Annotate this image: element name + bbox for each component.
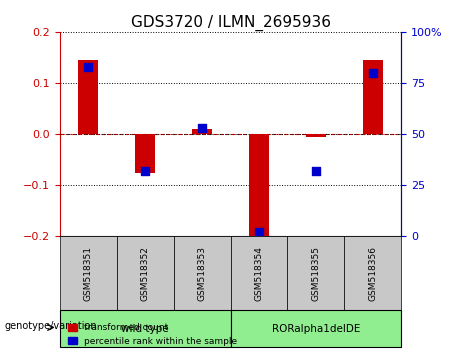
FancyBboxPatch shape [230,310,401,347]
Text: GSM518352: GSM518352 [141,246,150,301]
Point [142,168,149,174]
Bar [135,134,155,172]
FancyBboxPatch shape [344,236,401,310]
Point [198,125,206,131]
Point [255,229,263,235]
Text: GSM518353: GSM518353 [198,246,207,301]
Bar [363,60,383,134]
Legend: transformed count, percentile rank within the sample: transformed count, percentile rank withi… [65,320,241,349]
Text: genotype/variation: genotype/variation [5,321,97,331]
Bar [306,134,326,137]
Bar [192,129,212,134]
Text: GSM518351: GSM518351 [84,246,93,301]
Text: GSM518356: GSM518356 [368,246,377,301]
Bar [78,60,98,134]
FancyBboxPatch shape [60,310,230,347]
FancyBboxPatch shape [117,236,174,310]
FancyBboxPatch shape [230,236,287,310]
FancyBboxPatch shape [60,236,117,310]
Bar [249,134,269,236]
Text: wild type: wild type [121,324,169,333]
Point [312,168,319,174]
Text: GSM518354: GSM518354 [254,246,263,301]
FancyBboxPatch shape [287,236,344,310]
Point [85,64,92,69]
Point [369,70,376,76]
Title: GDS3720 / ILMN_2695936: GDS3720 / ILMN_2695936 [130,14,331,30]
FancyBboxPatch shape [174,236,230,310]
Text: GSM518355: GSM518355 [311,246,320,301]
Text: RORalpha1delDE: RORalpha1delDE [272,324,360,333]
